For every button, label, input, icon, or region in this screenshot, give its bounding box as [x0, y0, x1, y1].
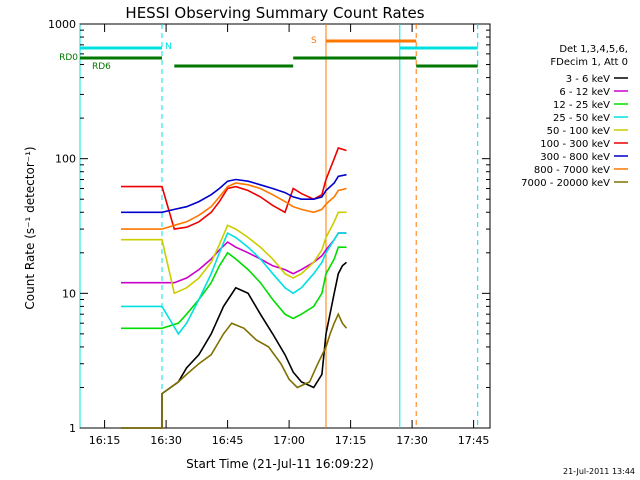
rd-label: RD6: [92, 62, 111, 72]
observing-annotations: N S RD0 RD6: [59, 24, 479, 428]
plot-frame: [79, 23, 491, 429]
series-line-7: [121, 182, 347, 230]
plot-area: N S RD0 RD6: [59, 23, 491, 429]
y-axis: 1 10 100 1000: [48, 18, 490, 435]
saa-label: S: [311, 36, 317, 46]
series-line-6: [121, 173, 347, 214]
series-line-0: [121, 261, 348, 429]
x-tick-label: 16:15: [89, 434, 121, 447]
legend-item-label: 100 - 300 keV: [540, 139, 610, 150]
x-tick-label: 16:45: [212, 434, 244, 447]
x-axis-label: Start Time (21-Jul-11 16:09:22): [186, 457, 374, 471]
x-tick-label: 17:15: [335, 434, 367, 447]
legend: Det 1,3,4,5,6, FDecim 1, Att 0 3 - 6 keV 6 …: [521, 44, 628, 189]
x-tick-label: 17:00: [273, 434, 305, 447]
y-tick-label: 1: [69, 422, 76, 435]
x-tick-label: 16:30: [150, 434, 182, 447]
legend-item-label: 800 - 7000 keV: [534, 165, 610, 176]
legend-item-label: 7000 - 20000 keV: [521, 178, 610, 189]
y-tick-label: 100: [55, 153, 76, 166]
legend-item-label: 12 - 25 keV: [553, 100, 610, 111]
night-label: N: [165, 42, 172, 52]
y-axis-label: Count Rate (s⁻¹ detector⁻¹): [23, 146, 37, 309]
legend-header: FDecim 1, Att 0: [550, 57, 628, 68]
chart-title: HESSI Observing Summary Count Rates: [125, 4, 424, 22]
rd-label: RD0: [59, 53, 78, 63]
legend-item-label: 3 - 6 keV: [566, 74, 610, 85]
legend-header: Det 1,3,4,5,6,: [559, 44, 628, 55]
legend-item-label: 25 - 50 keV: [553, 113, 610, 124]
series-line-4: [121, 211, 347, 295]
legend-item-label: 6 - 12 keV: [559, 87, 610, 98]
legend-item-label: 300 - 800 keV: [540, 152, 610, 163]
series-line-8: [121, 312, 348, 429]
x-tick-label: 17:30: [396, 434, 428, 447]
timestamp: 21-Jul-2011 13:44: [563, 467, 635, 476]
series-line-3: [121, 231, 347, 336]
y-tick-label: 10: [62, 287, 76, 300]
series-line-2: [121, 246, 347, 330]
series-line-5: [121, 147, 347, 230]
x-tick-label: 17:45: [458, 434, 490, 447]
y-tick-label: 1000: [48, 18, 76, 31]
x-axis: 16:15 16:30 16:45 17:00 17:15 17:30 17:45: [89, 24, 490, 447]
legend-item-label: 50 - 100 keV: [547, 126, 611, 137]
